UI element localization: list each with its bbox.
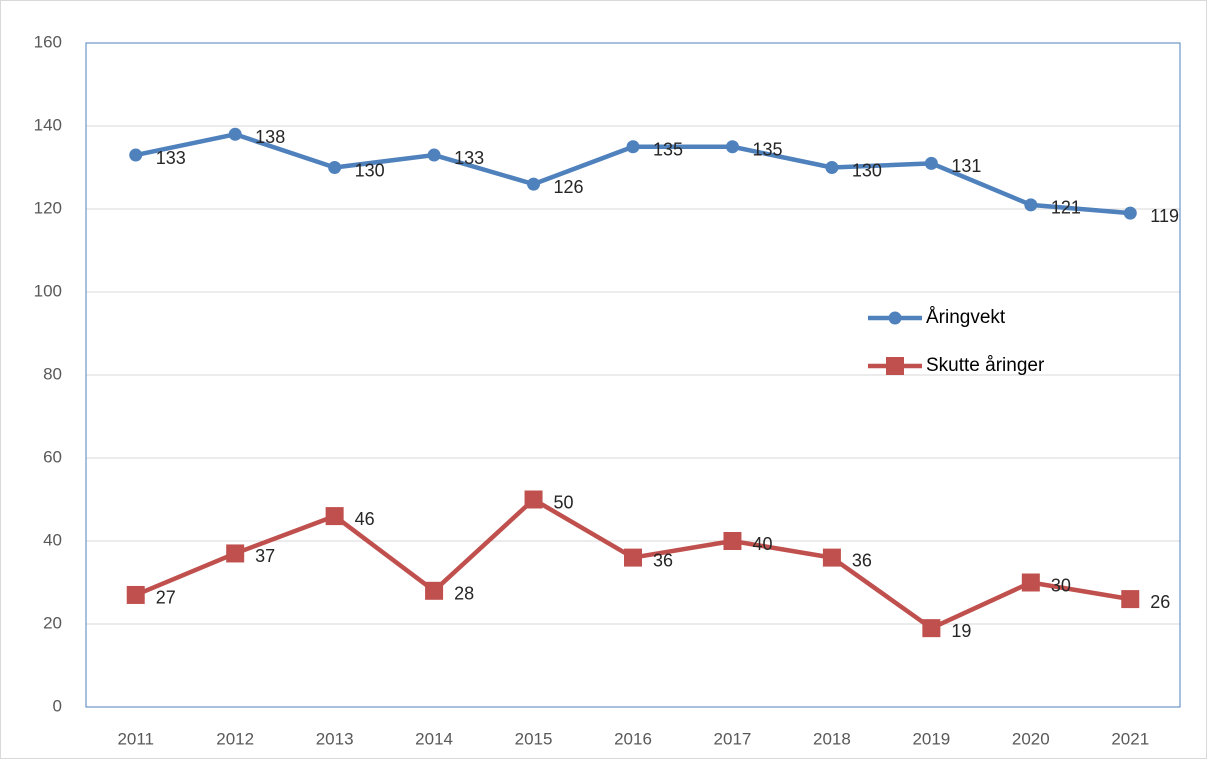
y-tick-label: 160 (34, 32, 62, 51)
marker (325, 507, 344, 526)
y-tick-label: 80 (43, 364, 62, 383)
legend-label: Skutte åringer (926, 355, 1045, 376)
data-label: 30 (1051, 575, 1071, 595)
y-tick-label: 100 (34, 281, 62, 300)
marker (425, 581, 444, 600)
marker (1021, 573, 1040, 592)
data-label: 138 (255, 127, 285, 147)
legend-label: Åringvekt (926, 307, 1006, 328)
data-label: 37 (255, 546, 275, 566)
x-tick-label: 2011 (117, 729, 154, 748)
data-label: 135 (752, 140, 782, 160)
data-label: 133 (156, 148, 186, 168)
data-label: 36 (653, 550, 673, 570)
data-label: 130 (852, 160, 882, 180)
data-label: 26 (1150, 592, 1170, 612)
marker (228, 127, 242, 141)
y-tick-label: 140 (34, 115, 62, 134)
data-label: 130 (355, 160, 385, 180)
data-label: 19 (951, 621, 971, 641)
marker (226, 544, 245, 563)
data-label: 133 (454, 148, 484, 168)
marker (626, 140, 640, 154)
x-tick-label: 2016 (614, 729, 652, 748)
marker (725, 140, 739, 154)
y-tick-label: 20 (43, 613, 62, 632)
data-label: 27 (156, 588, 176, 608)
marker (723, 532, 742, 550)
data-label: 121 (1051, 198, 1081, 218)
marker (527, 177, 541, 191)
marker (328, 161, 342, 174)
marker (1024, 198, 1038, 212)
marker (524, 490, 543, 509)
data-label: 126 (554, 177, 584, 197)
marker (427, 148, 441, 162)
y-tick-label: 40 (43, 530, 62, 549)
x-tick-label: 2013 (316, 729, 354, 748)
marker (822, 548, 841, 567)
data-label: 46 (355, 509, 375, 529)
marker (886, 357, 904, 375)
x-tick-label: 2021 (1111, 729, 1149, 748)
x-tick-label: 2017 (714, 729, 752, 748)
marker (126, 585, 145, 604)
plot-area (85, 42, 1181, 708)
x-tick-label: 2014 (415, 729, 453, 748)
marker (888, 311, 902, 325)
data-label: 36 (852, 550, 872, 570)
data-label: 40 (752, 534, 772, 554)
marker (1123, 206, 1137, 220)
x-tick-label: 2012 (216, 729, 254, 748)
x-tick-label: 2015 (515, 729, 553, 748)
y-tick-label: 0 (53, 696, 62, 715)
x-tick-label: 2020 (1012, 729, 1050, 748)
data-label: 28 (454, 584, 474, 604)
marker (825, 161, 839, 174)
marker (922, 619, 941, 638)
data-label: 135 (653, 140, 683, 160)
x-tick-label: 2018 (813, 729, 851, 748)
x-tick-label: 2019 (912, 729, 950, 748)
y-tick-label: 60 (43, 447, 62, 466)
marker (924, 156, 938, 170)
marker (1121, 590, 1140, 609)
data-label: 50 (554, 492, 574, 512)
data-label: 119 (1150, 206, 1179, 226)
marker (129, 148, 143, 162)
data-label: 131 (951, 156, 981, 176)
y-tick-label: 120 (34, 198, 62, 217)
marker (624, 548, 642, 567)
